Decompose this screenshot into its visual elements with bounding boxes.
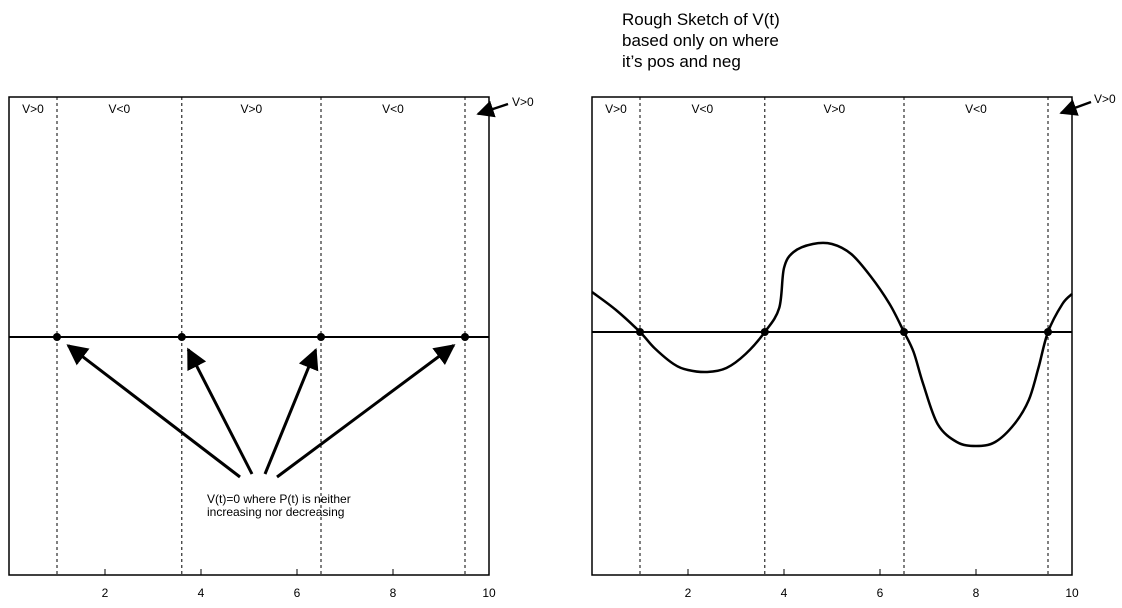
right-tick-label-6: 6 xyxy=(877,586,884,600)
left-zero-dot-3 xyxy=(317,333,325,341)
left-tick-label-10: 10 xyxy=(482,586,496,600)
zero-pointer-arrow-1 xyxy=(66,344,241,479)
right-region-label-3: V>0 xyxy=(824,102,846,116)
left-tick-label-2: 2 xyxy=(102,586,109,600)
left-zero-dot-2 xyxy=(177,333,186,341)
zero-pointer-arrow-2 xyxy=(186,347,254,475)
right-tick-label-4: 4 xyxy=(781,586,788,600)
left-dividers xyxy=(56,97,466,575)
right-zero-dot-4 xyxy=(1044,328,1052,336)
left-zero-dots xyxy=(53,333,469,341)
left-outside-label: V>0 xyxy=(512,95,534,109)
right-outside-label: V>0 xyxy=(1094,92,1116,106)
zero-pointer-arrows xyxy=(66,344,456,479)
right-plot-frame xyxy=(591,96,1073,576)
left-tick-label-8: 8 xyxy=(390,586,397,600)
left-tick-label-6: 6 xyxy=(294,586,301,600)
right-zero-dot-1 xyxy=(636,328,644,336)
right-region-labels: V>0 V<0 V>0 V<0 xyxy=(605,102,987,116)
left-region-label-3: V>0 xyxy=(241,102,263,116)
left-panel: V>0 V<0 V>0 V<0 2 4 6 8 10 V>0 V(t)=0 where P(t… xyxy=(8,95,534,600)
right-region-label-4: V<0 xyxy=(965,102,987,116)
right-zero-dot-3 xyxy=(900,328,908,336)
zero-pointer-arrow-4 xyxy=(276,344,456,479)
annotation-line-2: increasing nor decreasing xyxy=(207,505,344,519)
left-region-label-4: V<0 xyxy=(382,102,404,116)
right-panel: V>0 V<0 V>0 V<0 2 4 6 8 10 V>0 xyxy=(591,92,1116,600)
left-x-ticks: 2 4 6 8 10 xyxy=(102,569,496,600)
left-region-labels: V>0 V<0 V>0 V<0 xyxy=(22,102,404,116)
right-region-label-1: V>0 xyxy=(605,102,627,116)
title-line-1: Rough Sketch of V(t) xyxy=(622,10,780,29)
right-tick-label-2: 2 xyxy=(685,586,692,600)
right-x-ticks: 2 4 6 8 10 xyxy=(685,569,1079,600)
left-zero-dot-4 xyxy=(461,333,469,341)
annotation-line-1: V(t)=0 where P(t) is neither xyxy=(207,492,351,506)
title-line-2: based only on where xyxy=(622,31,779,50)
right-tick-label-8: 8 xyxy=(973,586,980,600)
left-region-label-2: V<0 xyxy=(109,102,131,116)
right-outside-arrow xyxy=(1059,99,1092,116)
right-region-label-2: V<0 xyxy=(692,102,714,116)
right-zero-dots xyxy=(636,328,1052,336)
title-line-3: it’s pos and neg xyxy=(622,52,741,71)
left-outside-arrow xyxy=(476,100,509,118)
zero-pointer-arrow-3 xyxy=(263,348,319,475)
left-zero-dot-1 xyxy=(53,333,61,341)
right-zero-dot-2 xyxy=(760,328,769,336)
right-dividers xyxy=(639,97,1049,575)
left-region-label-1: V>0 xyxy=(22,102,44,116)
v-t-sketch-curve xyxy=(591,241,1073,448)
right-tick-label-10: 10 xyxy=(1065,586,1079,600)
left-tick-label-4: 4 xyxy=(198,586,205,600)
